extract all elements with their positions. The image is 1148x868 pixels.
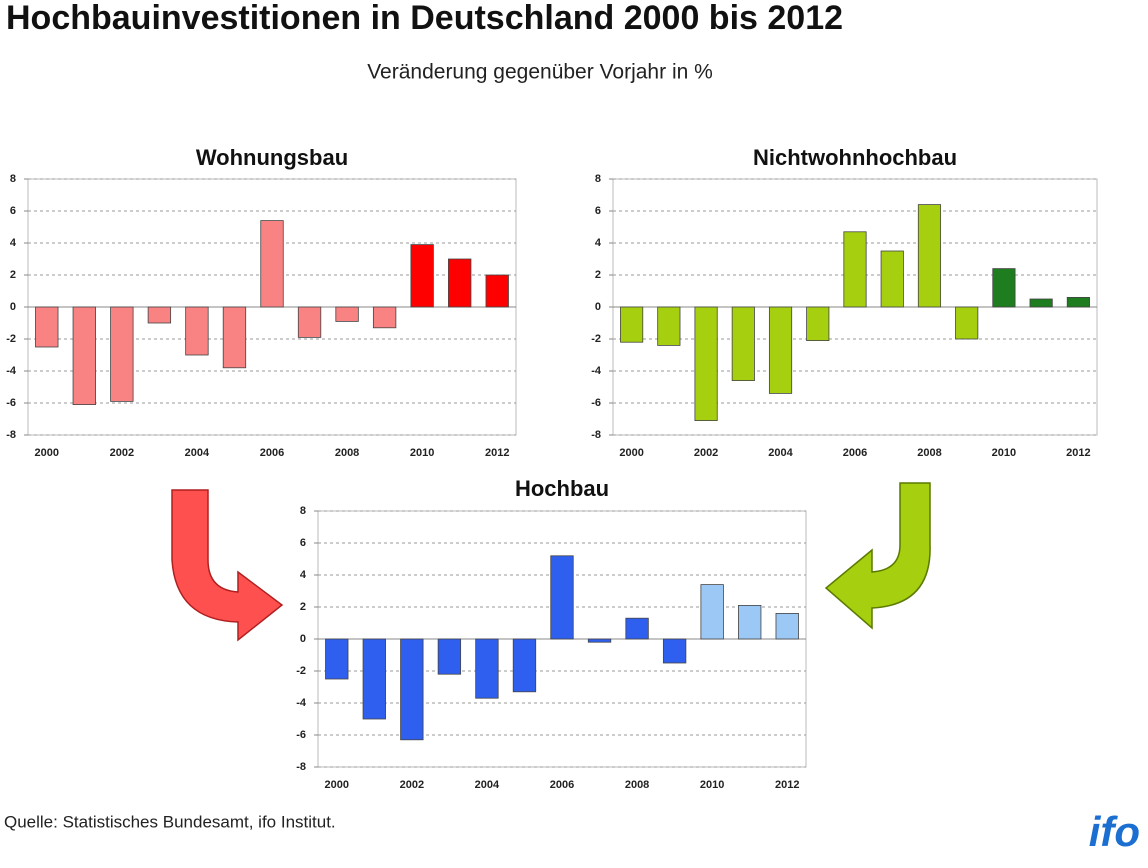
- bar: [657, 306, 681, 346]
- bar: [731, 306, 755, 381]
- arrow-right: [824, 482, 931, 630]
- bar: [372, 306, 397, 329]
- bar: [362, 638, 386, 720]
- y-tick-label: -8: [591, 429, 601, 441]
- bar: [587, 638, 612, 643]
- y-tick-label: -4: [6, 365, 17, 377]
- x-tick-label: 2004: [475, 779, 500, 791]
- x-tick-label: 2010: [410, 447, 434, 459]
- x-tick-label: 2006: [550, 779, 574, 791]
- y-tick-label: -4: [296, 697, 307, 709]
- y-tick-label: 0: [10, 301, 16, 313]
- x-tick-label: 2010: [992, 447, 1016, 459]
- bar: [700, 584, 724, 640]
- x-tick-label: 2004: [768, 447, 793, 459]
- bar: [1029, 298, 1053, 308]
- y-tick-label: 8: [595, 173, 601, 185]
- x-tick-label: 2000: [619, 447, 643, 459]
- y-tick-label: 6: [10, 205, 16, 217]
- chart-title: Hochbau: [515, 476, 609, 501]
- y-tick-label: 8: [10, 173, 16, 185]
- y-tick-label: 2: [10, 269, 16, 281]
- x-tick-label: 2002: [110, 447, 134, 459]
- x-tick-label: 2002: [694, 447, 718, 459]
- y-tick-label: -4: [591, 365, 602, 377]
- x-tick-label: 2006: [260, 447, 284, 459]
- bar: [475, 638, 499, 699]
- y-tick-label: -2: [6, 333, 16, 345]
- source-note: Quelle: Statistisches Bundesamt, ifo Ins…: [4, 812, 336, 831]
- bar: [806, 306, 830, 341]
- bar: [185, 306, 209, 356]
- y-tick-label: -6: [591, 397, 601, 409]
- bar: [222, 306, 247, 369]
- bar: [72, 306, 96, 405]
- x-tick-label: 2006: [843, 447, 867, 459]
- bar: [992, 268, 1016, 308]
- y-tick-label: 4: [10, 237, 17, 249]
- x-tick-label: 2008: [917, 447, 941, 459]
- y-tick-label: -2: [591, 333, 601, 345]
- x-tick-label: 2000: [35, 447, 59, 459]
- page-title: Hochbauinvestitionen in Deutschland 2000…: [6, 0, 843, 37]
- y-tick-label: 4: [300, 569, 307, 581]
- y-tick-label: 2: [595, 269, 601, 281]
- x-tick-label: 2000: [325, 779, 349, 791]
- bar: [35, 306, 59, 348]
- bar: [775, 613, 799, 640]
- x-tick-label: 2010: [700, 779, 724, 791]
- bar: [1066, 296, 1090, 308]
- y-tick-label: 2: [300, 601, 306, 613]
- x-tick-label: 2008: [335, 447, 359, 459]
- bar: [400, 638, 424, 741]
- page-subtitle: Veränderung gegenüber Vorjahr in %: [367, 61, 713, 84]
- chart-title: Nichtwohnhochbau: [753, 145, 957, 170]
- x-tick-label: 2002: [400, 779, 424, 791]
- y-tick-label: -6: [296, 729, 306, 741]
- y-tick-label: 4: [595, 237, 602, 249]
- x-tick-label: 2004: [185, 447, 210, 459]
- bar: [335, 306, 359, 322]
- chart-title: Wohnungsbau: [196, 145, 348, 170]
- bar: [625, 617, 649, 640]
- bar: [110, 306, 134, 402]
- bar: [485, 274, 509, 308]
- x-tick-label: 2012: [1066, 447, 1090, 459]
- bar: [512, 638, 537, 693]
- bar: [694, 306, 718, 421]
- bar: [738, 605, 762, 640]
- y-tick-label: 6: [300, 537, 306, 549]
- y-tick-label: -2: [296, 665, 306, 677]
- bar: [955, 306, 979, 340]
- bar: [448, 258, 472, 308]
- y-tick-label: 0: [300, 633, 306, 645]
- bar: [917, 204, 942, 308]
- bar: [550, 555, 574, 640]
- bar: [437, 638, 462, 675]
- bar: [410, 244, 434, 308]
- bar: [297, 306, 322, 338]
- y-tick-label: -6: [6, 397, 16, 409]
- bar: [843, 231, 867, 308]
- y-tick-label: -8: [296, 761, 306, 773]
- bar: [880, 250, 904, 308]
- y-tick-label: -8: [6, 429, 16, 441]
- bar: [662, 638, 687, 664]
- x-tick-label: 2008: [625, 779, 649, 791]
- y-tick-label: 0: [595, 301, 601, 313]
- bar: [147, 306, 172, 324]
- y-tick-label: 8: [300, 505, 306, 517]
- bar: [768, 306, 793, 394]
- x-tick-label: 2012: [775, 779, 799, 791]
- x-tick-label: 2012: [485, 447, 509, 459]
- logo: ifo: [1089, 808, 1140, 855]
- bar: [260, 220, 284, 308]
- bar: [325, 638, 349, 680]
- arrow-left: [171, 489, 284, 642]
- y-tick-label: 6: [595, 205, 601, 217]
- bar: [620, 306, 644, 343]
